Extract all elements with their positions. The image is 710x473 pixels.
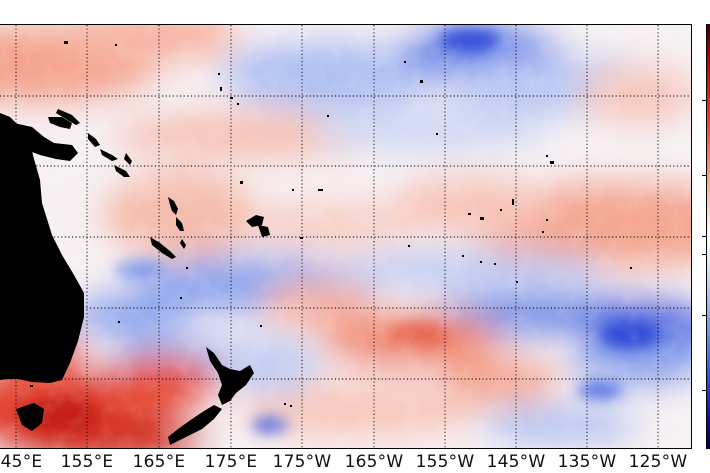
- longitude-label: 155°E: [60, 452, 114, 472]
- fiji-islands: [246, 215, 270, 237]
- colorbar-tick: [702, 315, 706, 316]
- anomaly-field: [0, 25, 691, 448]
- solomon-islands: [88, 133, 132, 177]
- longitude-label: 165°E: [132, 452, 186, 472]
- colorbar-tick: [702, 175, 706, 176]
- longitude-label: 135°W: [557, 452, 617, 472]
- map-panel: [0, 24, 692, 449]
- small-islands: [20, 41, 632, 407]
- longitude-label: 175°E: [204, 452, 258, 472]
- new-britain-landmass: [48, 117, 72, 129]
- colorbar-tick: [702, 390, 706, 391]
- new-caledonia-landmass: [150, 237, 176, 259]
- new-ireland-landmass: [56, 109, 80, 125]
- colorbar-tick: [702, 236, 706, 237]
- anomaly-map: [0, 25, 691, 448]
- new-zealand-south-island: [168, 405, 222, 445]
- tasmania-landmass: [16, 403, 44, 431]
- colorbar-tick: [702, 254, 706, 255]
- land-masses: [0, 41, 632, 445]
- longitude-label: 145°W: [486, 452, 546, 472]
- australia-landmass: [0, 113, 84, 383]
- longitude-label: 175°W: [272, 452, 332, 472]
- longitude-label: 125°W: [628, 452, 688, 472]
- vanuatu-islands: [168, 197, 186, 249]
- new-zealand-north-island: [206, 347, 254, 405]
- colorbar: [706, 24, 710, 449]
- new-guinea-landmass: [0, 118, 78, 161]
- longitude-label: 155°W: [415, 452, 475, 472]
- longitude-label: 145°E: [0, 452, 43, 472]
- longitude-label: 165°W: [344, 452, 404, 472]
- colorbar-tick: [702, 100, 706, 101]
